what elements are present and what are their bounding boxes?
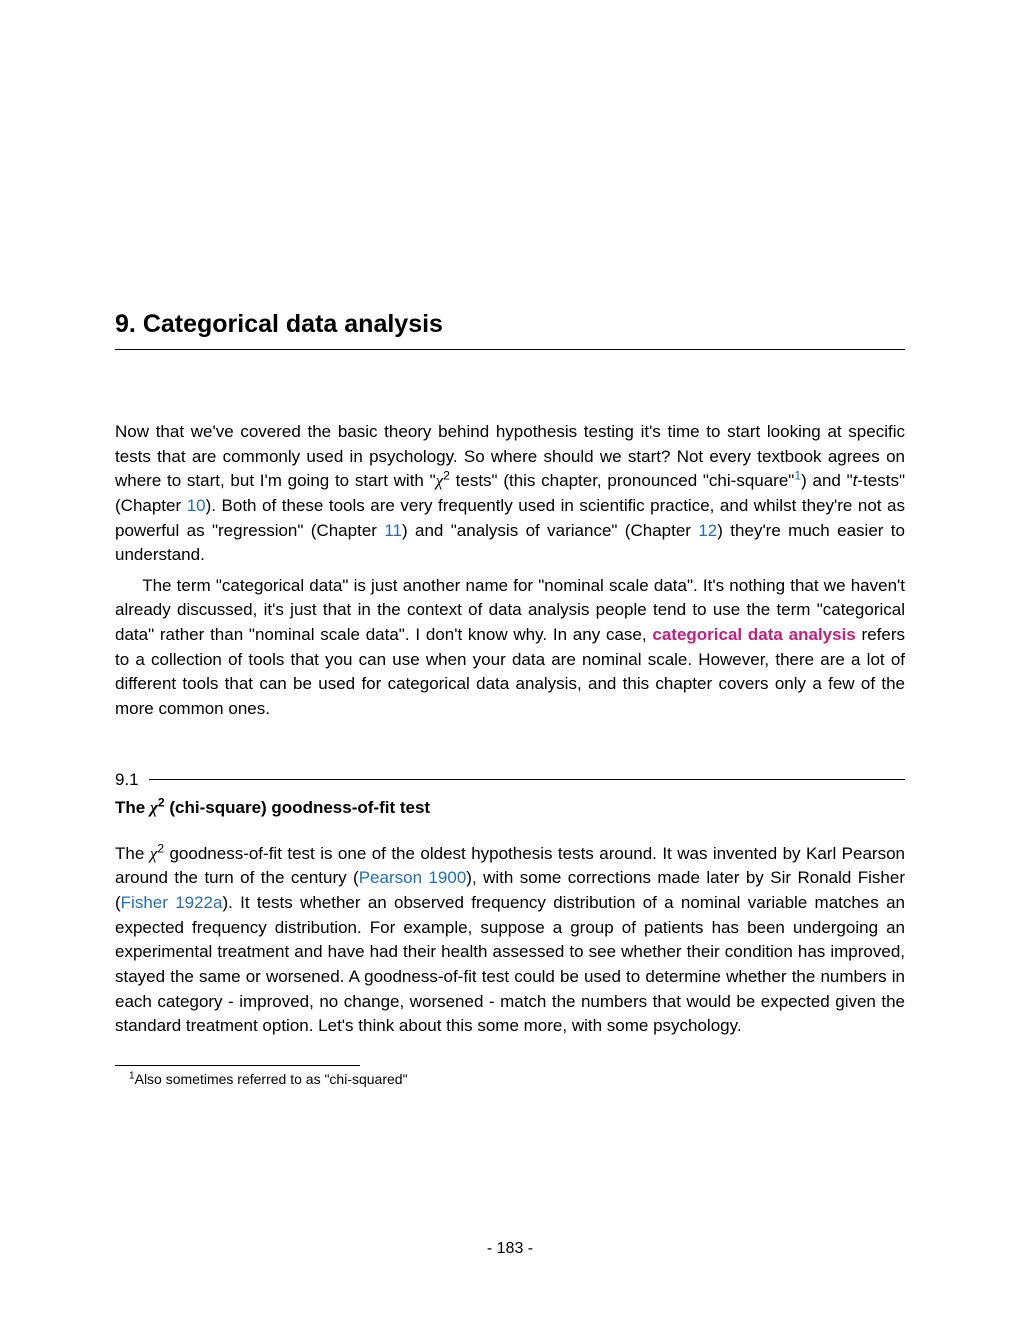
- superscript-2: 2: [157, 841, 164, 855]
- section-number-row: 9.1: [115, 770, 905, 790]
- footnote-rule: [115, 1065, 360, 1066]
- keyword-categorical-data-analysis: categorical data analysis: [652, 625, 855, 644]
- text: The: [115, 798, 150, 817]
- page-number: - 183 -: [0, 1240, 1020, 1258]
- section-9-1: 9.1 The χ2 (chi-square) goodness-of-fit …: [115, 770, 905, 1039]
- superscript-2: 2: [158, 795, 165, 809]
- chapter-link-10[interactable]: 10: [187, 496, 206, 515]
- chapter-link-12[interactable]: 12: [698, 521, 717, 540]
- text: tests" (this chapter, pronounced "chi-sq…: [450, 471, 794, 490]
- citation-fisher[interactable]: Fisher 1922a: [121, 893, 223, 912]
- citation-pearson[interactable]: Pearson 1900: [359, 868, 467, 887]
- chapter-link-11[interactable]: 11: [384, 521, 402, 540]
- page-container: 9. Categorical data analysis Now that we…: [0, 0, 1020, 1320]
- section-title: The χ2 (chi-square) goodness-of-fit test: [115, 798, 905, 818]
- section-number: 9.1: [115, 770, 139, 790]
- chapter-rule: [115, 349, 905, 350]
- text: (chi-square) goodness-of-fit test: [165, 798, 430, 817]
- chi-symbol: χ: [150, 798, 158, 817]
- chapter-title-text: Categorical data analysis: [143, 310, 443, 338]
- footnote-text: Also sometimes referred to as "chi-squar…: [135, 1071, 408, 1087]
- chapter-title: 9. Categorical data analysis: [115, 310, 905, 339]
- text: ) and ": [801, 471, 853, 490]
- intro-paragraph-2: The term "categorical data" is just anot…: [115, 574, 905, 722]
- chapter-number: 9.: [115, 310, 136, 338]
- section-paragraph-1: The χ2 goodness-of-fit test is one of th…: [115, 842, 905, 1039]
- section-rule: [149, 779, 905, 780]
- intro-paragraph-1: Now that we've covered the basic theory …: [115, 420, 905, 568]
- text: The: [115, 844, 150, 863]
- text: ) and "analysis of variance" (Chapter: [402, 521, 698, 540]
- superscript-2: 2: [443, 469, 450, 483]
- text: ). It tests whether an observed frequenc…: [115, 893, 905, 1035]
- chi-symbol: χ: [436, 471, 443, 490]
- footnote-1: 1Also sometimes referred to as "chi-squa…: [115, 1070, 905, 1089]
